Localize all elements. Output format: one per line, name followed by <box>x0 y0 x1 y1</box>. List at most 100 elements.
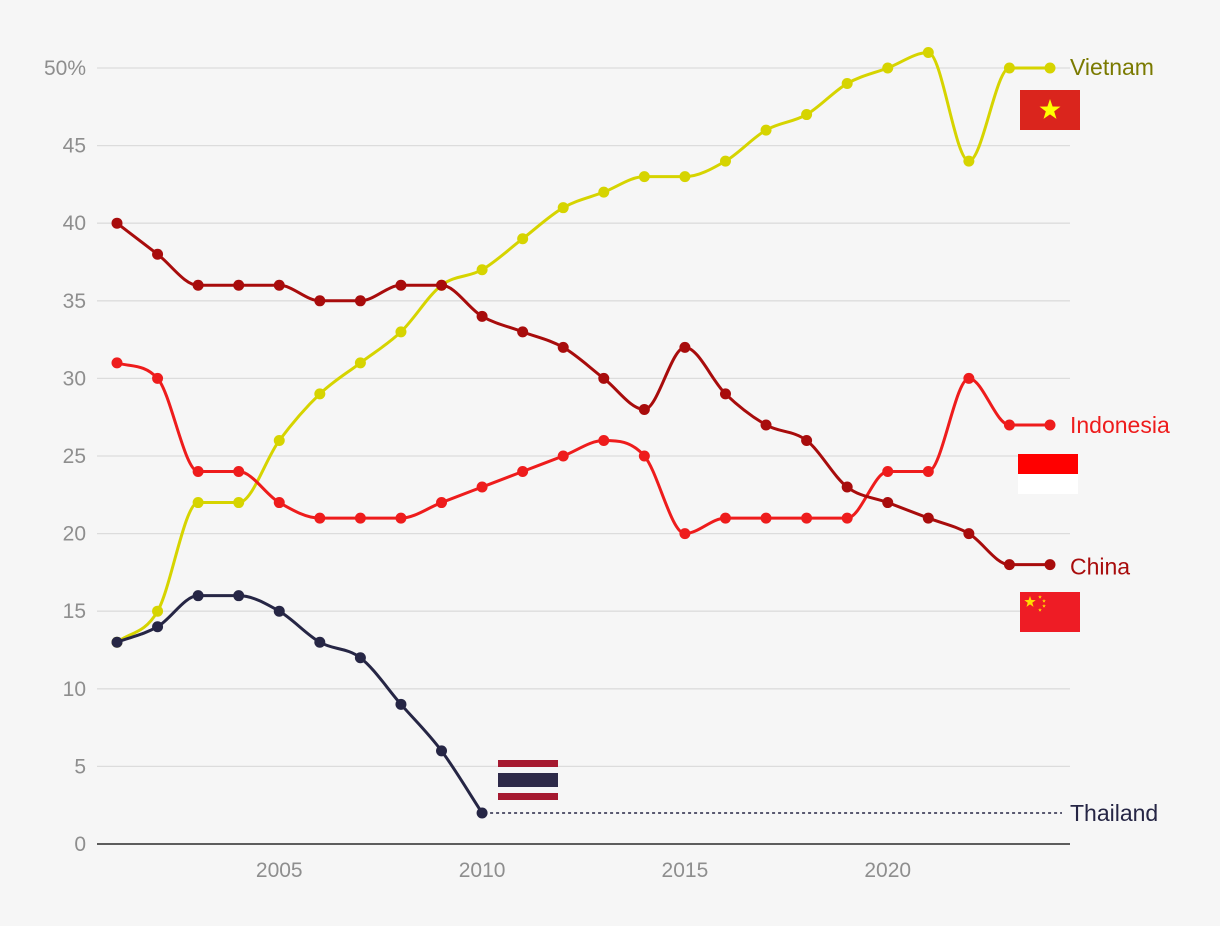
china-point <box>598 372 610 384</box>
vietnam-point <box>922 46 934 58</box>
vietnam-point <box>841 78 853 90</box>
gridlines <box>97 67 1070 768</box>
indonesia-point <box>476 481 488 493</box>
china-point <box>963 528 975 540</box>
indonesia-point <box>517 466 529 478</box>
indonesia-flag <box>1018 454 1078 494</box>
vietnam-label: Vietnam <box>1070 54 1154 80</box>
star-icon <box>1038 595 1042 599</box>
star-icon <box>1024 596 1036 607</box>
vietnam-point <box>638 171 650 183</box>
indonesia-point <box>882 466 894 478</box>
x-tick-label: 2005 <box>256 859 303 882</box>
vietnam-point <box>517 233 529 245</box>
china-point <box>679 341 691 353</box>
vietnam-point <box>557 202 569 214</box>
series-lines <box>111 46 1062 819</box>
china-point <box>882 497 894 509</box>
indonesia-point <box>152 372 164 384</box>
indonesia-point <box>354 512 366 524</box>
indonesia-point <box>314 512 326 524</box>
china-point <box>476 310 488 322</box>
vietnam-point <box>963 155 975 167</box>
vietnam-point <box>1044 62 1056 74</box>
vietnam-point <box>354 357 366 369</box>
indonesia-point <box>395 512 407 524</box>
vietnam-point <box>719 155 731 167</box>
thailand-flag-red-bottom <box>498 793 558 800</box>
indonesia-point <box>1003 419 1015 431</box>
china-flag-field <box>1020 592 1080 632</box>
thailand-point <box>395 698 407 710</box>
y-tick-label: 25 <box>63 445 86 468</box>
china-line <box>115 221 1052 567</box>
china-point <box>638 403 650 415</box>
vietnam-point <box>395 326 407 338</box>
thailand-flag-blue <box>498 773 558 787</box>
indonesia-point <box>760 512 772 524</box>
x-tick-label: 2010 <box>459 859 506 882</box>
y-tick-label: 35 <box>63 290 86 313</box>
star-icon <box>1038 608 1042 612</box>
thailand-point <box>314 636 326 648</box>
china-flag <box>1020 592 1080 632</box>
indonesia-point <box>922 466 934 478</box>
y-tick-label: 10 <box>63 678 86 701</box>
thailand-point <box>233 590 245 602</box>
indonesia-point <box>111 357 123 369</box>
indonesia-flag-white <box>1018 474 1078 494</box>
indonesia-point <box>436 497 448 509</box>
china-point <box>395 279 407 291</box>
indonesia-point <box>598 434 610 446</box>
china-point <box>436 279 448 291</box>
china-point <box>354 295 366 307</box>
thailand-line <box>115 594 484 815</box>
indonesia-point <box>233 466 245 478</box>
china-point <box>801 434 813 446</box>
indonesia-point <box>273 497 285 509</box>
thailand-flag-white-top <box>498 767 558 773</box>
thailand-point <box>476 807 488 819</box>
indonesia-point <box>963 372 975 384</box>
flags <box>498 90 1080 800</box>
indonesia-series <box>111 357 1056 540</box>
indonesia-label: Indonesia <box>1070 412 1170 438</box>
vietnam-point <box>233 497 245 509</box>
indonesia-point <box>679 528 691 540</box>
y-tick-label: 50% <box>44 57 86 80</box>
china-point <box>719 388 731 400</box>
china-point <box>233 279 245 291</box>
indonesia-point <box>1044 419 1056 431</box>
indonesia-point <box>557 450 569 462</box>
axes: 0 5 10 15 20 25 30 35 40 45 50% 2005 2010 2015 2020 <box>44 57 1070 882</box>
thailand-point <box>354 652 366 664</box>
vietnam-point <box>314 388 326 400</box>
indonesia-point <box>192 466 204 478</box>
vietnam-line <box>115 50 1052 644</box>
china-label: China <box>1070 554 1130 580</box>
thailand-point <box>152 621 164 633</box>
china-point <box>557 341 569 353</box>
vietnam-point <box>882 62 894 74</box>
china-point <box>152 248 164 260</box>
x-tick-label: 2020 <box>864 859 911 882</box>
china-point <box>922 512 934 524</box>
china-point <box>273 279 285 291</box>
vietnam-point <box>1003 62 1015 74</box>
thailand-point <box>111 636 123 648</box>
vietnam-flag <box>1020 90 1080 130</box>
y-tick-label: 20 <box>63 523 86 546</box>
indonesia-line <box>115 361 1052 536</box>
china-point <box>192 279 204 291</box>
indonesia-point <box>719 512 731 524</box>
china-point <box>517 326 529 338</box>
vietnam-point <box>152 605 164 617</box>
china-point <box>1044 559 1056 571</box>
thailand-flag <box>498 760 558 800</box>
vietnam-point <box>273 434 285 446</box>
y-tick-label: 40 <box>63 212 86 235</box>
vietnam-point <box>679 171 691 183</box>
thailand-point <box>273 605 285 617</box>
y-tick-label: 30 <box>63 367 86 390</box>
